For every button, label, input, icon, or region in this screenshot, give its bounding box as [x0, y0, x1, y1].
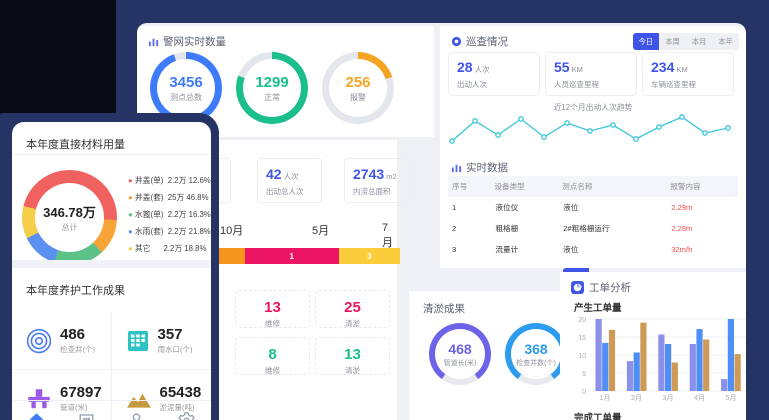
svg-text:15: 15	[578, 335, 586, 342]
svg-text:4月: 4月	[694, 394, 705, 402]
svg-text:5: 5	[582, 371, 586, 378]
svg-text:3月: 3月	[663, 394, 674, 402]
svg-text:5月: 5月	[726, 394, 737, 402]
svg-text:20: 20	[578, 317, 586, 324]
svg-text:0: 0	[582, 389, 586, 396]
svg-text:2月: 2月	[631, 394, 642, 402]
svg-text:1月: 1月	[600, 394, 611, 402]
svg-text:10: 10	[578, 353, 586, 360]
